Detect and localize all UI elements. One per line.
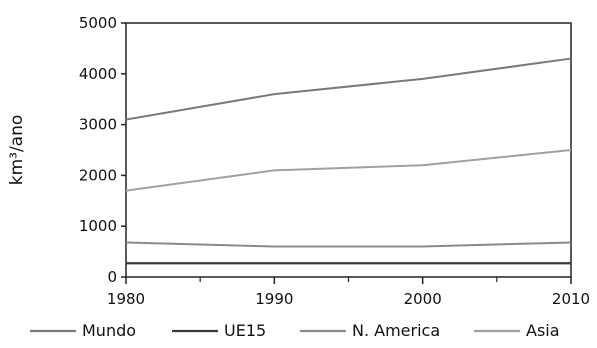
x-tick-label: 2010 — [552, 290, 590, 308]
series-line-mundo — [125, 57, 572, 121]
series-line-n-america — [125, 241, 572, 248]
series-lines — [125, 57, 572, 265]
series-line-asia — [125, 149, 572, 192]
y-tick-label: 4000 — [79, 65, 117, 83]
axis-ticks: 0 1000 2000 3000 4000 5000 1980 1990 2000 2010 — [79, 14, 590, 308]
y-axis-title: km³/ano — [7, 115, 27, 186]
legend-label: Mundo — [82, 321, 136, 340]
x-tick-label: 2000 — [404, 290, 442, 308]
y-tick-label: 5000 — [79, 14, 117, 32]
legend-label: UE15 — [224, 321, 266, 340]
y-tick-label: 3000 — [79, 116, 117, 134]
legend: Mundo UE15 N. America Asia — [30, 321, 560, 340]
y-tick-label: 2000 — [79, 166, 117, 184]
legend-label: Asia — [526, 321, 560, 340]
x-tick-label: 1990 — [255, 290, 293, 308]
legend-label: N. America — [352, 321, 440, 340]
plot-area-frame — [125, 22, 572, 278]
x-tick-label: 1980 — [107, 290, 145, 308]
y-axis-label: km³/ano — [7, 115, 27, 186]
y-tick-label: 0 — [107, 268, 117, 286]
y-tick-label: 1000 — [79, 217, 117, 235]
